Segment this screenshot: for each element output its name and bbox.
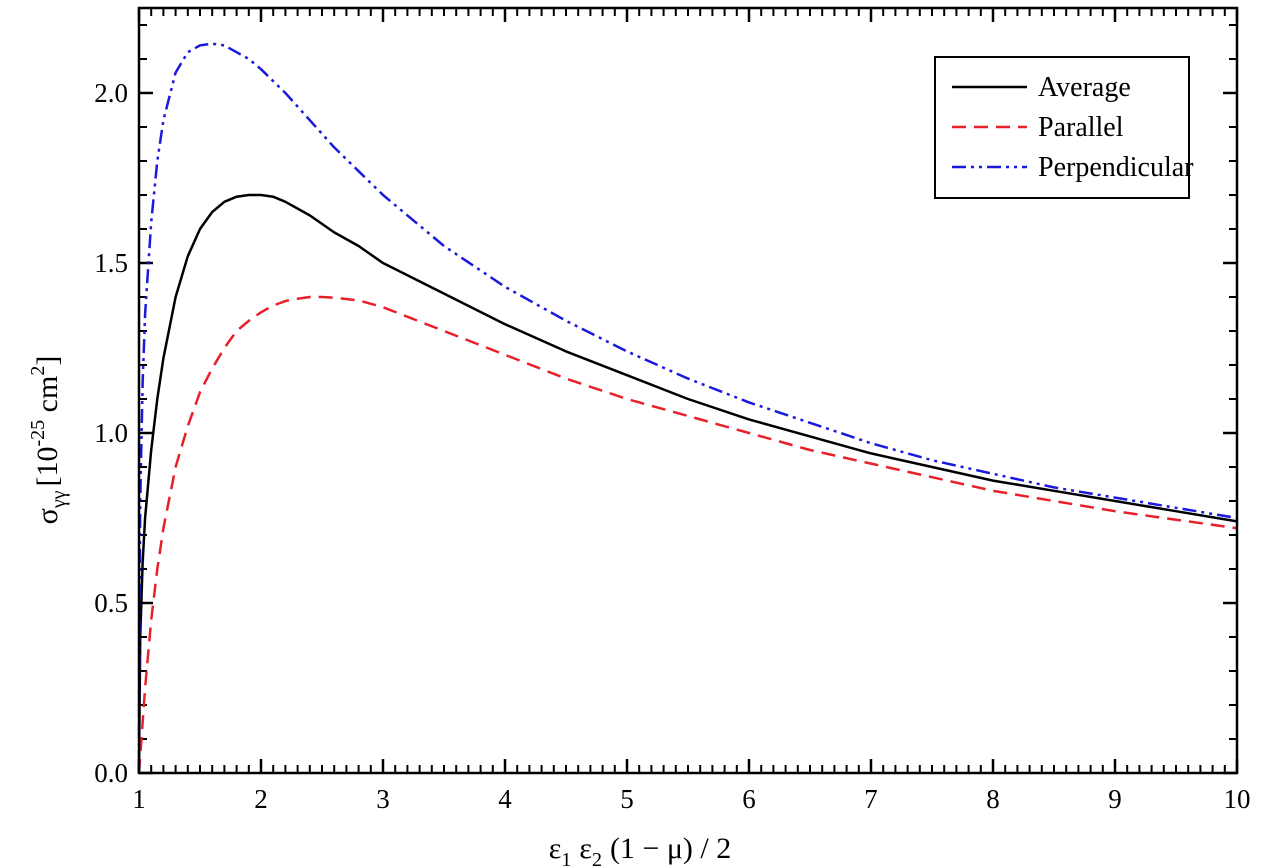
x-tick-label: 5 [620, 784, 634, 814]
series-line-parallel [137, 295, 1238, 774]
x-tick-label: 4 [498, 784, 512, 814]
y-label-sub: γγ [48, 490, 70, 509]
x-tick-label: 1 [132, 784, 146, 814]
series-line-average [137, 193, 1238, 774]
legend-items: Average Parallel Perpendicular [952, 72, 1194, 183]
x-label-rest: (1 − μ) / 2 [610, 832, 731, 865]
y-tick-label: 1.0 [94, 418, 128, 448]
x-tick-label: 10 [1224, 784, 1251, 814]
legend-label-parallel: Parallel [1038, 112, 1124, 143]
y-label-sigma: σ [31, 508, 64, 524]
x-tick-labels: 1 2 3 4 5 6 7 8 9 10 [132, 784, 1250, 814]
x-tick-label: 2 [254, 784, 268, 814]
y-tick-label: 0.5 [94, 588, 128, 618]
series-layer [137, 42, 1238, 774]
y-tick-label: 0.0 [94, 758, 128, 788]
y-label-open: [10 [31, 446, 64, 486]
y-label-unit: cm [31, 376, 64, 420]
y-tick-label: 1.5 [94, 248, 128, 278]
x-label-sub2: 2 [592, 849, 602, 867]
minor-ticks [139, 8, 1237, 773]
x-tick-label: 6 [742, 784, 756, 814]
y-tick-labels: 0.0 0.5 1.0 1.5 2.0 [94, 78, 128, 788]
y-tick-label: 2.0 [94, 78, 128, 108]
x-label-eps2: ε [579, 832, 592, 865]
x-tick-label: 8 [986, 784, 1000, 814]
y-label-exp: -25 [27, 420, 49, 447]
series-line-perpendicular [137, 42, 1238, 774]
x-axis-label: ε1 ε2 (1 − μ) / 2 [549, 832, 732, 867]
legend: Average Parallel Perpendicular [934, 56, 1194, 199]
legend-label-average: Average [1038, 72, 1131, 103]
x-label-eps1: ε [549, 832, 562, 865]
legend-label-perpendicular: Perpendicular [1038, 152, 1194, 183]
plot-frame [137, 6, 1239, 775]
x-tick-label: 7 [864, 784, 878, 814]
y-label-close: ] [31, 356, 64, 366]
x-tick-label: 3 [376, 784, 390, 814]
x-tick-label: 9 [1108, 784, 1122, 814]
x-label-sub1: 1 [561, 849, 571, 867]
y-label-unit-exp: 2 [27, 366, 49, 376]
y-axis-label: σγγ [10-25 cm2] [27, 356, 70, 525]
